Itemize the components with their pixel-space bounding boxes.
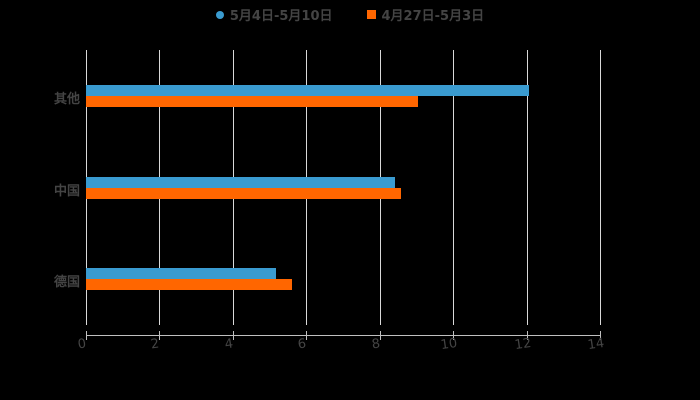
- y-category-label: 其他: [53, 92, 80, 107]
- x-axis-line: [86, 335, 601, 336]
- x-tick-label: 12: [513, 335, 533, 354]
- gridline: [600, 50, 601, 325]
- y-category-label: 中国: [53, 184, 80, 199]
- y-category-label: 德国: [53, 275, 80, 290]
- bar[interactable]: [86, 96, 418, 107]
- bar[interactable]: [86, 177, 395, 188]
- bar[interactable]: [86, 279, 292, 290]
- bar[interactable]: [86, 85, 529, 96]
- x-tick-label: 14: [586, 335, 606, 354]
- x-tick-label: 10: [439, 335, 459, 354]
- gridline: [453, 50, 454, 325]
- legend-label: 5月4日-5月10日: [229, 9, 333, 24]
- bar[interactable]: [86, 188, 401, 199]
- gridline: [527, 50, 528, 325]
- legend-item-series-1[interactable]: 5月4日-5月10日: [215, 5, 333, 24]
- legend-item-series-2[interactable]: 4月27日-5月3日: [366, 5, 485, 24]
- bar[interactable]: [86, 268, 276, 279]
- legend-square-icon: [366, 10, 376, 19]
- legend-circle-icon: [215, 10, 224, 19]
- legend-label: 4月27日-5月3日: [381, 9, 485, 24]
- chart-legend: 5月4日-5月10日 4月27日-5月3日: [0, 5, 700, 24]
